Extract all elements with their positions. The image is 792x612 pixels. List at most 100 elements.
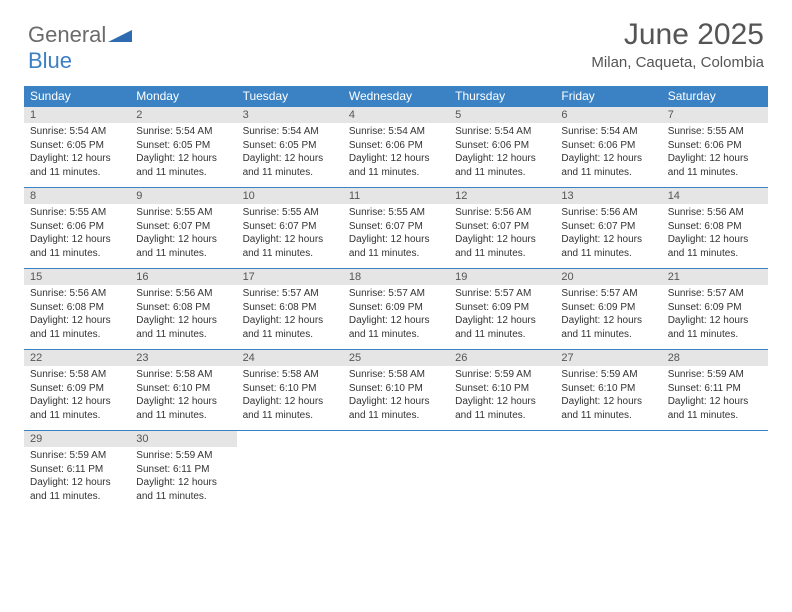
detail-cell: Sunrise: 5:54 AMSunset: 6:06 PMDaylight:… xyxy=(555,123,661,188)
detail-cell xyxy=(662,447,768,511)
detail-cell: Sunrise: 5:56 AMSunset: 6:08 PMDaylight:… xyxy=(130,285,236,350)
daylight-text: Daylight: 12 hours and 11 minutes. xyxy=(136,476,230,503)
logo-general: General xyxy=(28,22,106,47)
sunset-text: Sunset: 6:10 PM xyxy=(349,382,443,396)
sunrise-text: Sunrise: 5:57 AM xyxy=(349,287,443,301)
daynum-cell: 6 xyxy=(555,107,661,123)
detail-cell xyxy=(343,447,449,511)
dow-cell: Sunday xyxy=(24,86,130,107)
detail-cell: Sunrise: 5:56 AMSunset: 6:08 PMDaylight:… xyxy=(662,204,768,269)
sunset-text: Sunset: 6:10 PM xyxy=(455,382,549,396)
detail-cell: Sunrise: 5:59 AMSunset: 6:10 PMDaylight:… xyxy=(449,366,555,431)
daylight-text: Daylight: 12 hours and 11 minutes. xyxy=(455,152,549,179)
sunset-text: Sunset: 6:09 PM xyxy=(668,301,762,315)
sunrise-text: Sunrise: 5:59 AM xyxy=(561,368,655,382)
daylight-text: Daylight: 12 hours and 11 minutes. xyxy=(243,233,337,260)
detail-cell xyxy=(449,447,555,511)
daylight-text: Daylight: 12 hours and 11 minutes. xyxy=(243,314,337,341)
daynum-cell: 25 xyxy=(343,350,449,366)
daynum-cell: 7 xyxy=(662,107,768,123)
daynum-row: 15161718192021 xyxy=(24,269,768,285)
sunset-text: Sunset: 6:10 PM xyxy=(136,382,230,396)
detail-row: Sunrise: 5:54 AM Sunset: 6:05 PM Daylight:… xyxy=(24,123,768,188)
daynum-row: 1234567 xyxy=(24,107,768,123)
dow-cell: Thursday xyxy=(449,86,555,107)
sunset-text: Sunset: 6:08 PM xyxy=(668,220,762,234)
sunrise-text: Sunrise: 5:55 AM xyxy=(668,125,762,139)
daynum-cell: 23 xyxy=(130,350,236,366)
dow-cell: Friday xyxy=(555,86,661,107)
sunrise-text: Sunrise: 5:54 AM xyxy=(30,125,124,139)
sunset-text: Sunset: 6:07 PM xyxy=(243,220,337,234)
detail-cell: Sunrise: 5:55 AMSunset: 6:07 PMDaylight:… xyxy=(237,204,343,269)
detail-cell xyxy=(555,447,661,511)
detail-cell xyxy=(237,447,343,511)
detail-cell: Sunrise: 5:56 AMSunset: 6:08 PMDaylight:… xyxy=(24,285,130,350)
daylight-text: Daylight: 12 hours and 11 minutes. xyxy=(668,233,762,260)
daynum-cell: 22 xyxy=(24,350,130,366)
sunrise-text: Sunrise: 5:54 AM xyxy=(561,125,655,139)
sunrise-text: Sunrise: 5:55 AM xyxy=(30,206,124,220)
daynum-cell: 19 xyxy=(449,269,555,285)
logo: General Blue xyxy=(28,22,132,74)
detail-row: Sunrise: 5:59 AMSunset: 6:11 PMDaylight:… xyxy=(24,447,768,511)
daynum-cell: 14 xyxy=(662,188,768,204)
daylight-text: Daylight: 12 hours and 11 minutes. xyxy=(30,476,124,503)
daylight-text: Daylight: 12 hours and 11 minutes. xyxy=(136,233,230,260)
daynum-cell: 5 xyxy=(449,107,555,123)
sunset-text: Sunset: 6:07 PM xyxy=(136,220,230,234)
daynum-cell: 28 xyxy=(662,350,768,366)
sunrise-text: Sunrise: 5:56 AM xyxy=(561,206,655,220)
detail-cell: Sunrise: 5:57 AMSunset: 6:09 PMDaylight:… xyxy=(662,285,768,350)
detail-cell: Sunrise: 5:56 AMSunset: 6:07 PMDaylight:… xyxy=(449,204,555,269)
daylight-text: Daylight: 12 hours and 11 minutes. xyxy=(136,314,230,341)
daylight-text: Daylight: 12 hours and 11 minutes. xyxy=(455,233,549,260)
daylight-text: Daylight: 12 hours and 11 minutes. xyxy=(30,233,124,260)
sunrise-text: Sunrise: 5:59 AM xyxy=(136,449,230,463)
daynum-cell xyxy=(237,431,343,447)
daylight-text: Daylight: 12 hours and 11 minutes. xyxy=(561,314,655,341)
detail-cell: Sunrise: 5:54 AMSunset: 6:05 PMDaylight:… xyxy=(24,123,130,188)
daylight-text: Daylight: 12 hours and 11 minutes. xyxy=(30,395,124,422)
sunrise-text: Sunrise: 5:58 AM xyxy=(30,368,124,382)
sunrise-text: Sunrise: 5:58 AM xyxy=(349,368,443,382)
detail-cell: Sunrise: 5:55 AMSunset: 6:06 PMDaylight:… xyxy=(24,204,130,269)
sunset-text: Sunset: 6:07 PM xyxy=(455,220,549,234)
detail-cell: Sunrise: 5:57 AMSunset: 6:09 PMDaylight:… xyxy=(555,285,661,350)
detail-cell: Sunrise: 5:58 AMSunset: 6:10 PMDaylight:… xyxy=(343,366,449,431)
daynum-cell: 15 xyxy=(24,269,130,285)
sunset-text: Sunset: 6:07 PM xyxy=(561,220,655,234)
daylight-text: Daylight: 12 hours and 11 minutes. xyxy=(561,395,655,422)
sunrise-text: Sunrise: 5:57 AM xyxy=(668,287,762,301)
detail-row: Sunrise: 5:58 AMSunset: 6:09 PMDaylight:… xyxy=(24,366,768,431)
detail-cell: Sunrise: 5:59 AMSunset: 6:11 PMDaylight:… xyxy=(24,447,130,511)
sunset-text: Sunset: 6:11 PM xyxy=(136,463,230,477)
sunset-text: Sunset: 6:11 PM xyxy=(30,463,124,477)
daynum-cell: 12 xyxy=(449,188,555,204)
daynum-cell: 30 xyxy=(130,431,236,447)
sunset-text: Sunset: 6:05 PM xyxy=(136,139,230,153)
detail-cell: Sunrise: 5:54 AMSunset: 6:06 PMDaylight:… xyxy=(449,123,555,188)
sunrise-text: Sunrise: 5:59 AM xyxy=(30,449,124,463)
sunrise-text: Sunrise: 5:56 AM xyxy=(136,287,230,301)
daynum-cell: 26 xyxy=(449,350,555,366)
daynum-row: 891011121314 xyxy=(24,188,768,204)
daynum-cell xyxy=(662,431,768,447)
dow-cell: Monday xyxy=(130,86,236,107)
detail-cell: Sunrise: 5:59 AMSunset: 6:11 PMDaylight:… xyxy=(130,447,236,511)
daylight-text: Daylight: 12 hours and 11 minutes. xyxy=(136,395,230,422)
detail-cell: Sunrise: 5:56 AMSunset: 6:07 PMDaylight:… xyxy=(555,204,661,269)
logo-text: General Blue xyxy=(28,22,132,74)
daylight-text: Daylight: 12 hours and 11 minutes. xyxy=(561,233,655,260)
daynum-row: 22232425262728 xyxy=(24,350,768,366)
sunrise-text: Sunrise: 5:54 AM xyxy=(455,125,549,139)
detail-cell: Sunrise: 5:55 AMSunset: 6:07 PMDaylight:… xyxy=(130,204,236,269)
detail-cell: Sunrise: 5:54 AMSunset: 6:06 PMDaylight:… xyxy=(343,123,449,188)
sunrise-text: Sunrise: 5:57 AM xyxy=(561,287,655,301)
daylight-text: Daylight: 12 hours and 11 minutes. xyxy=(455,314,549,341)
sunset-text: Sunset: 6:09 PM xyxy=(349,301,443,315)
sunset-text: Sunset: 6:06 PM xyxy=(30,220,124,234)
daynum-cell: 27 xyxy=(555,350,661,366)
daynum-cell: 10 xyxy=(237,188,343,204)
daylight-text: Daylight: 12 hours and 11 minutes. xyxy=(455,395,549,422)
